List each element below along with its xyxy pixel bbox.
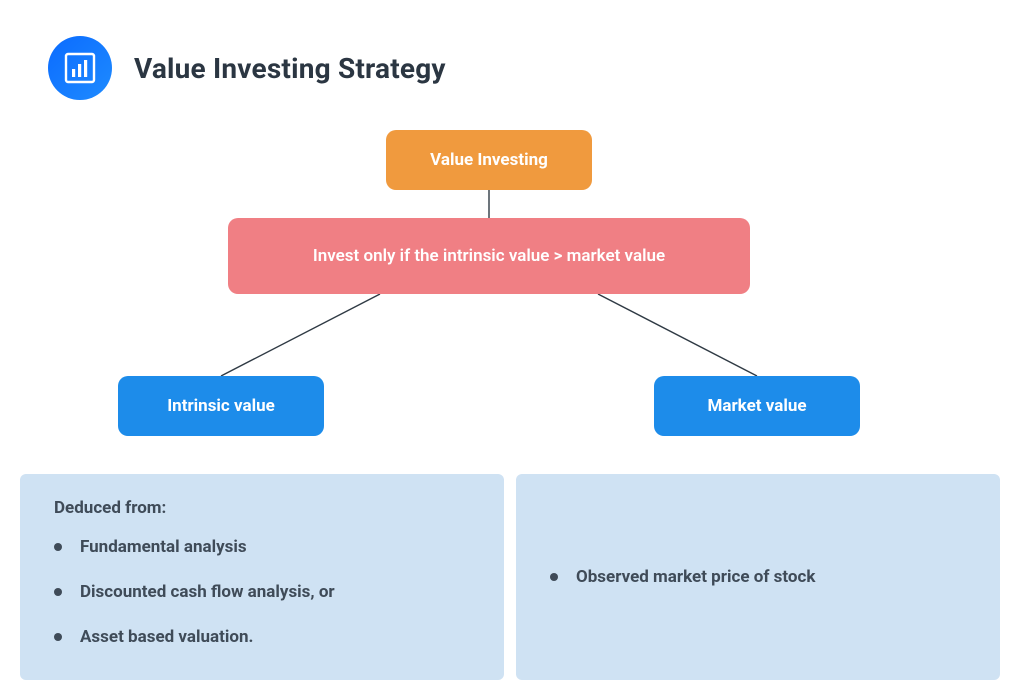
header: Value Investing Strategy	[48, 36, 446, 100]
list-item: Fundamental analysis	[54, 536, 478, 559]
node-label: Intrinsic value	[167, 396, 275, 416]
edge-rule-market	[598, 294, 757, 376]
edge-rule-intrinsic	[221, 294, 380, 376]
panel-intrinsic-details: Deduced from: Fundamental analysis Disco…	[20, 474, 504, 680]
bar-chart-icon	[63, 51, 97, 85]
logo-icon	[48, 36, 112, 100]
list-item: Discounted cash flow analysis, or	[54, 581, 478, 604]
node-value-investing: Value Investing	[386, 130, 592, 190]
list-item: Asset based valuation.	[54, 626, 478, 649]
panel-list: Observed market price of stock	[550, 566, 815, 589]
page-title: Value Investing Strategy	[134, 52, 446, 85]
list-item: Observed market price of stock	[550, 566, 815, 589]
panel-list: Fundamental analysis Discounted cash flo…	[54, 536, 478, 649]
node-intrinsic-value: Intrinsic value	[118, 376, 324, 436]
node-rule: Invest only if the intrinsic value > mar…	[228, 218, 750, 294]
node-label: Invest only if the intrinsic value > mar…	[313, 246, 665, 266]
panel-heading: Deduced from:	[54, 498, 478, 518]
node-label: Market value	[707, 396, 806, 416]
node-market-value: Market value	[654, 376, 860, 436]
panel-market-details: Observed market price of stock	[516, 474, 1000, 680]
node-label: Value Investing	[430, 150, 548, 170]
